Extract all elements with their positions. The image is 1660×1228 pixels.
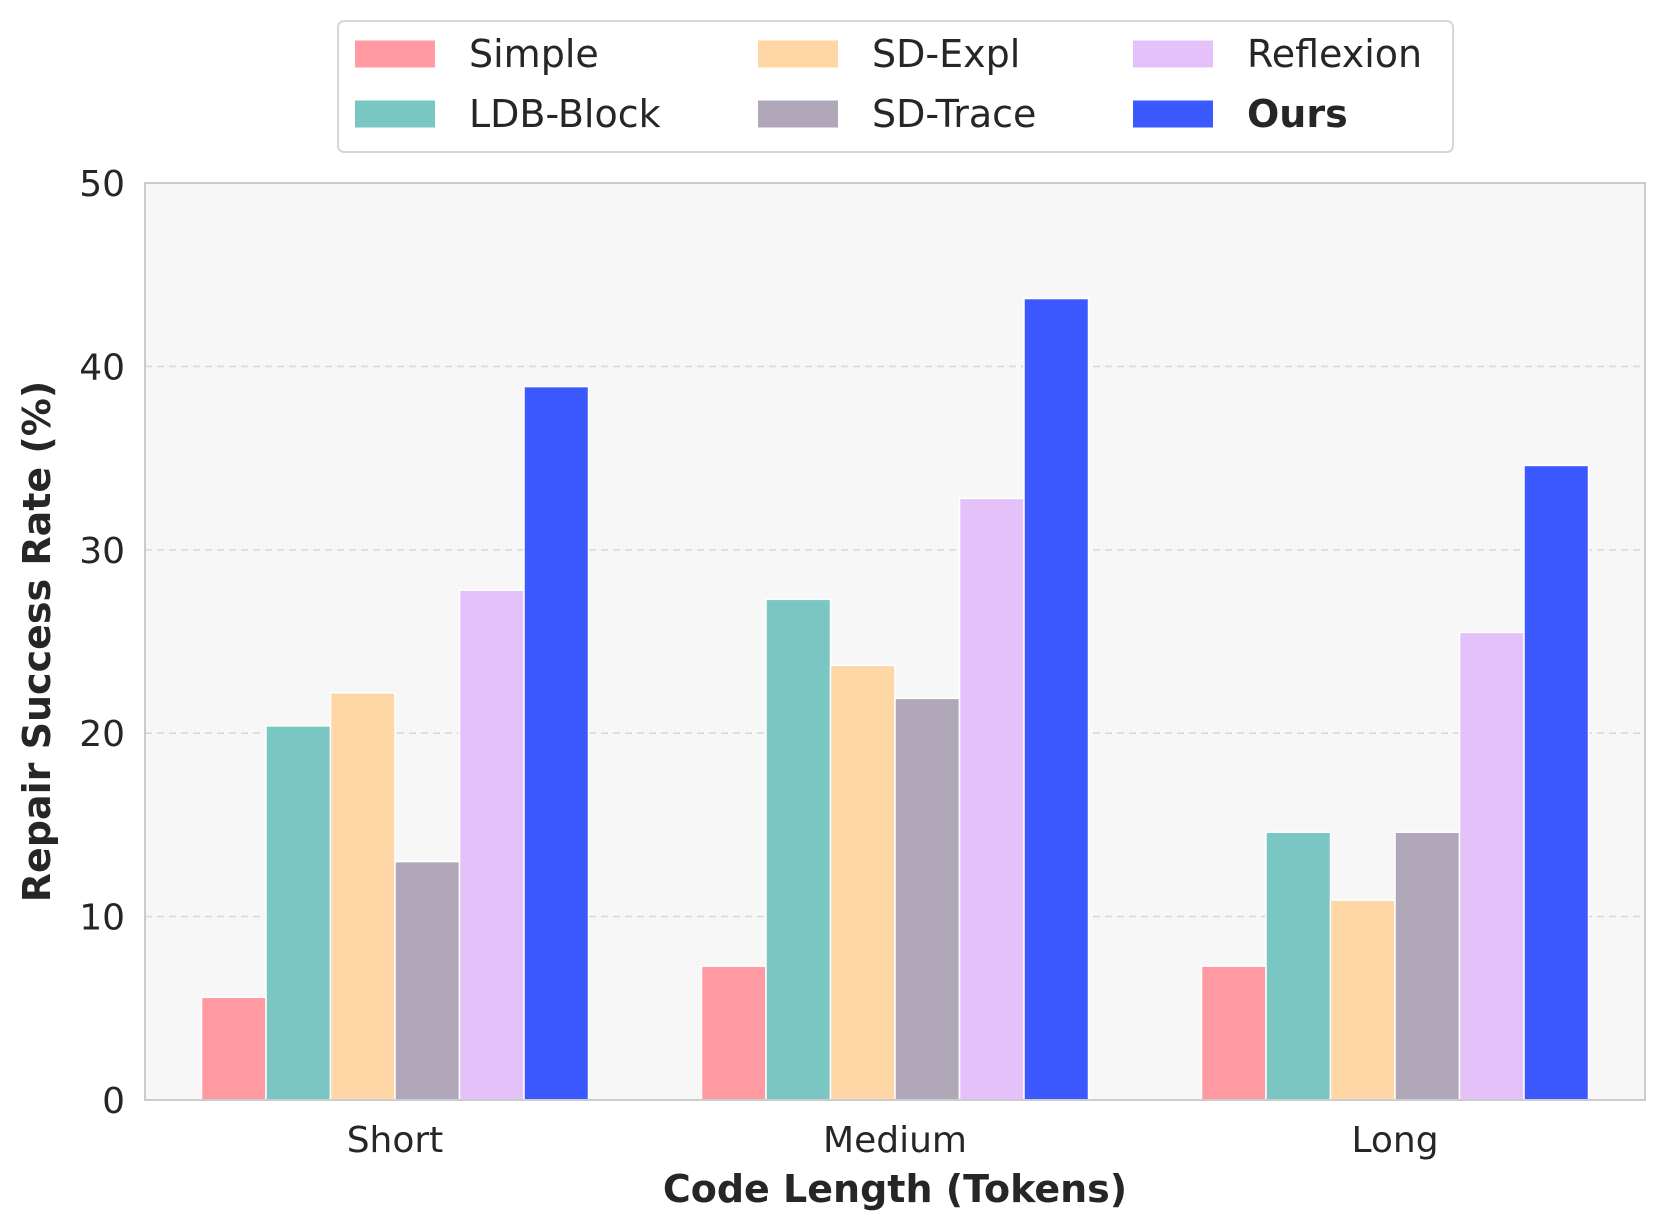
- bar-ours-long: [1523, 464, 1590, 1101]
- bar-ours-short: [523, 385, 590, 1101]
- legend-swatch-ours: [1133, 100, 1213, 128]
- legend-label-ours: Ours: [1247, 92, 1348, 136]
- bar-ldb-block-medium: [765, 598, 832, 1101]
- y-tick-label-10: 10: [79, 898, 125, 939]
- bar-reflexion-short: [458, 589, 525, 1101]
- legend-swatch-simple: [355, 40, 435, 68]
- bar-sd-trace-long: [1394, 831, 1461, 1101]
- x-tick-label-medium: Medium: [823, 1120, 967, 1161]
- y-tick-label-30: 30: [79, 531, 125, 572]
- legend-label-sd-expl: SD-Expl: [872, 32, 1020, 76]
- y-tick-label-20: 20: [79, 714, 125, 755]
- legend-swatch-ldb-block: [355, 100, 435, 128]
- bar-reflexion-medium: [958, 497, 1025, 1101]
- bar-sd-trace-medium: [894, 697, 961, 1101]
- legend-label-ldb-block: LDB-Block: [469, 92, 661, 136]
- plot-frame: [144, 182, 1646, 1101]
- y-tick-label-40: 40: [79, 347, 125, 388]
- bar-sd-expl-long: [1329, 899, 1396, 1101]
- y-tick-label-0: 0: [102, 1081, 125, 1122]
- bar-ldb-block-long: [1265, 831, 1332, 1101]
- bar-ldb-block-short: [265, 725, 332, 1101]
- bar-sd-expl-medium: [829, 664, 896, 1101]
- bar-simple-medium: [700, 965, 767, 1101]
- bars: [200, 297, 1590, 1101]
- x-axis-ticks: Short Medium Long: [347, 1120, 1439, 1161]
- bar-sd-trace-short: [394, 860, 461, 1101]
- y-axis-ticks: 0 10 20 30 40 50: [79, 164, 125, 1122]
- legend-swatch-reflexion: [1133, 40, 1213, 68]
- bar-sd-expl-short: [329, 692, 396, 1101]
- y-axis-title: Repair Success Rate (%): [15, 381, 59, 902]
- x-axis-title: Code Length (Tokens): [663, 1167, 1127, 1211]
- legend-label-simple: Simple: [469, 32, 599, 76]
- bar-simple-long: [1200, 965, 1267, 1101]
- bar-reflexion-long: [1458, 631, 1525, 1101]
- legend-label-sd-trace: SD-Trace: [872, 92, 1036, 136]
- legend-swatch-sd-expl: [758, 40, 838, 68]
- legend-swatch-sd-trace: [758, 100, 838, 128]
- bar-simple-short: [200, 996, 267, 1101]
- x-tick-label-long: Long: [1351, 1120, 1438, 1161]
- legend: Simple LDB-Block SD-Expl SD-Trace Reflexion O…: [337, 20, 1454, 153]
- y-tick-label-50: 50: [79, 164, 125, 205]
- bar-ours-medium: [1023, 297, 1090, 1101]
- legend-label-reflexion: Reflexion: [1247, 32, 1422, 76]
- x-tick-label-short: Short: [347, 1120, 444, 1161]
